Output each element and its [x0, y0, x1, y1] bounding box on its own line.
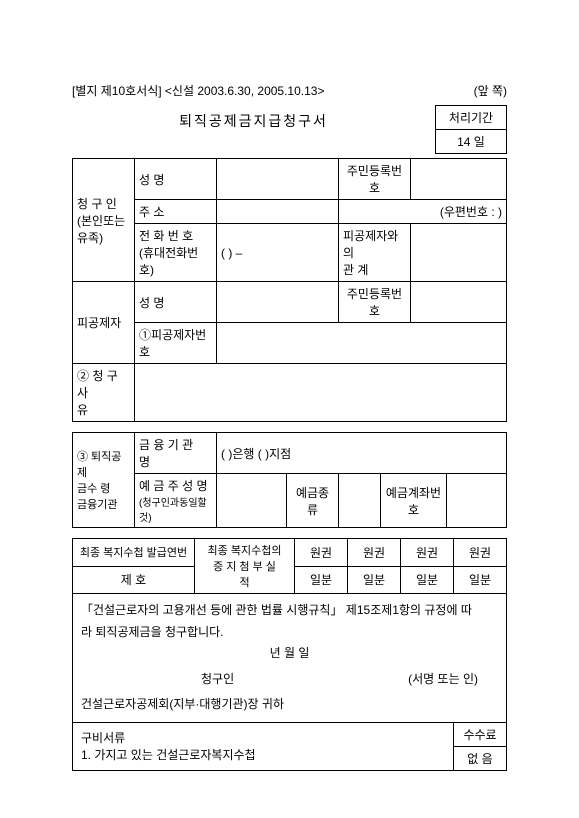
account-holder-label: 예 금 주 성 명 (청구인과동일할것) — [135, 474, 217, 528]
book-h1: 최종 복지수첩 발급연번 — [73, 539, 195, 567]
header-row: [별지 제10호서식] <신설 2003.6.30, 2005.10.13> (… — [72, 82, 507, 99]
reason-label: ② 청 구 사 유 — [73, 364, 135, 422]
applicant-section-label: 청 구 인 (본인또는 유족) — [73, 159, 135, 282]
fee-label: 수수료 — [454, 722, 507, 746]
book-sub-label: 제 호 — [73, 566, 195, 594]
bank-name-field[interactable]: ( )은행 ( )지점 — [217, 433, 507, 474]
book-d-1: 일분 — [295, 566, 348, 594]
insured-section-label: 피공제자 — [73, 282, 135, 364]
form-number: [별지 제10호서식] <신설 2003.6.30, 2005.10.13> — [72, 82, 324, 99]
deposit-type-label: 예금종류 — [287, 474, 339, 528]
bank-name-label: 금 융 기 관 명 — [135, 433, 217, 474]
book-d-3: 일분 — [401, 566, 454, 594]
name-field[interactable] — [217, 159, 339, 200]
attachment-item-1: 1. 가지고 있는 건설근로자복지수첩 — [81, 746, 445, 763]
addressee-line: 건설근로자공제회(지부·대행기관)장 귀하 — [81, 694, 498, 716]
account-no-label: 예금계좌번호 — [381, 474, 447, 528]
book-d-2: 일분 — [348, 566, 401, 594]
addr-field[interactable] — [217, 200, 339, 224]
account-holder-field[interactable] — [217, 474, 287, 528]
bank-section-label: ③ 퇴직공제 금수 령 금융기관 — [73, 433, 135, 528]
rrn-field[interactable] — [411, 159, 507, 200]
book-c-4: 원권 — [454, 539, 507, 567]
claimant-label: 청구인 — [201, 669, 234, 691]
book-table: 최종 복지수첩 발급연번 최종 복지수첩의 증 지 첨 부 실 적 원권 원권 … — [72, 538, 507, 771]
title-row: 퇴직공제금지급청구서 처리기간 14 일 — [72, 105, 507, 154]
narrative-line-1: 「건설근로자의 고용개선 등에 관한 법률 시행규칙」 제15조제1항의 규정에… — [81, 600, 498, 622]
rrn-label: 주민등록번호 — [339, 159, 411, 200]
period-value: 14 일 — [436, 130, 506, 153]
insured-rrn-field[interactable] — [411, 282, 507, 323]
relation-label-1: 피공제자와의 — [343, 229, 398, 260]
signature-label: (서명 또는 인) — [408, 669, 478, 691]
fee-value: 없 음 — [454, 746, 507, 770]
account-no-field[interactable] — [447, 474, 507, 528]
insured-name-label: 성 명 — [135, 282, 217, 323]
relation-label-2: 관 계 — [343, 263, 368, 277]
insured-name-field[interactable] — [217, 282, 339, 323]
narrative-block: 「건설근로자의 고용개선 등에 관한 법률 시행규칙」 제15조제1항의 규정에… — [73, 594, 507, 723]
relation-field[interactable] — [411, 224, 507, 282]
attachments-title: 구비서류 — [81, 729, 445, 746]
postal-label: (우편번호 : ) — [339, 200, 507, 224]
book-c-2: 원권 — [348, 539, 401, 567]
book-c-1: 원권 — [295, 539, 348, 567]
book-h2: 최종 복지수첩의 증 지 첨 부 실 적 — [195, 539, 295, 594]
relation-label: 피공제자와의 관 계 — [339, 224, 411, 282]
page-side: (앞 쪽) — [474, 82, 507, 99]
insured-no-label: ①피공제자번호 — [135, 323, 217, 364]
date-line: 년 월 일 — [81, 643, 498, 665]
book-d-4: 일분 — [454, 566, 507, 594]
account-holder-label-1: 예 금 주 성 명 — [139, 479, 208, 493]
account-holder-label-2: (청구인과동일할것) — [139, 498, 207, 524]
period-label: 처리기간 — [436, 106, 506, 130]
bank-table: ③ 퇴직공제 금수 령 금융기관 금 융 기 관 명 ( )은행 ( )지점 예… — [72, 432, 507, 528]
phone-label: 전 화 번 호 (휴대전화번호) — [135, 224, 217, 282]
book-c-3: 원권 — [401, 539, 454, 567]
phone-label-1: 전 화 번 호 — [139, 229, 193, 243]
document-title: 퇴직공제금지급청구서 — [72, 105, 435, 131]
deposit-type-field[interactable] — [339, 474, 381, 528]
phone-field[interactable]: ( ) – — [217, 224, 339, 282]
applicant-table: 청 구 인 (본인또는 유족) 성 명 주민등록번호 주 소 (우편번호 : )… — [72, 158, 507, 422]
processing-period-box: 처리기간 14 일 — [435, 105, 507, 154]
name-label: 성 명 — [135, 159, 217, 200]
insured-no-field[interactable] — [217, 323, 507, 364]
phone-label-2: (휴대전화번호) — [139, 246, 198, 277]
addr-label: 주 소 — [135, 200, 217, 224]
reason-field[interactable] — [135, 364, 507, 422]
narrative-line-2: 라 퇴직공제금을 청구합니다. — [81, 622, 498, 644]
attachments-cell: 구비서류 1. 가지고 있는 건설근로자복지수첩 — [73, 722, 454, 770]
insured-rrn-label: 주민등록번호 — [339, 282, 411, 323]
